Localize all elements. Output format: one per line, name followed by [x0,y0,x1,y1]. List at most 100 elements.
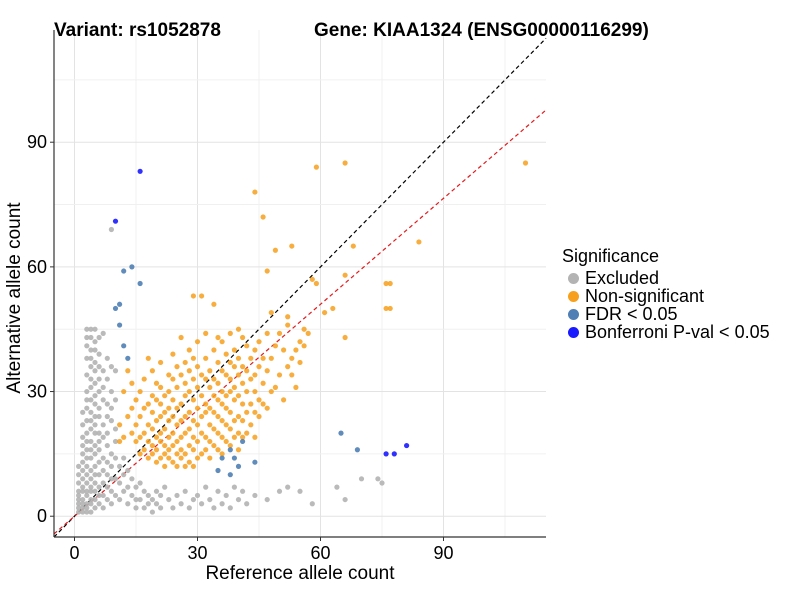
data-point [80,467,86,474]
data-point [293,384,299,390]
data-point [129,430,135,436]
data-point [104,472,110,478]
data-point [84,509,90,515]
data-point [92,442,98,449]
data-point [100,480,106,486]
data-point [223,492,229,499]
data-point [219,451,225,457]
data-point [92,326,98,332]
data-point [256,364,262,370]
data-point [194,405,201,411]
data-point [174,384,180,390]
data-point [342,272,348,278]
data-point [190,397,196,403]
data-point [100,397,106,403]
data-point [174,463,180,469]
data-point [121,343,127,349]
data-point [125,368,131,374]
data-point [170,430,176,436]
data-point [338,430,344,436]
y-tick-label: 0 [37,506,47,526]
data-point [80,505,86,511]
data-point [145,401,151,407]
legend-item: FDR < 0.05 [562,304,770,324]
data-point [272,343,278,349]
data-point [117,422,123,428]
data-point [112,397,119,403]
data-point [199,293,205,299]
data-point [92,451,98,457]
data-point [92,422,98,428]
data-point [199,501,205,507]
data-point [121,388,127,395]
data-point [158,492,164,499]
data-point [80,442,86,449]
data-point [272,384,278,390]
data-point [285,322,291,328]
data-point [80,451,86,457]
data-point [211,393,217,399]
data-point [84,463,90,469]
data-point [96,364,102,370]
data-point [227,330,233,336]
data-point [264,496,270,503]
data-point [215,488,221,494]
data-point [100,330,106,336]
data-point [240,401,246,407]
data-point [199,372,205,378]
data-point [215,467,221,474]
data-point [88,438,94,445]
data-point [264,405,270,411]
data-point [96,388,102,395]
data-point [227,388,233,395]
data-point [235,393,242,399]
identity-line [53,37,547,538]
data-point [207,384,213,390]
data-point [260,214,266,220]
data-point [100,505,106,511]
data-point [96,459,102,465]
data-point [301,343,307,349]
data-point [260,401,266,407]
data-point [112,438,119,445]
data-point [166,496,172,503]
data-point [219,501,225,507]
data-point [170,376,176,382]
data-point [240,434,246,440]
data-point [182,393,188,399]
gene-title: Gene: KIAA1324 (ENSG00000116299) [314,20,649,41]
data-point [112,426,119,432]
data-point [219,388,225,395]
data-point [108,226,114,233]
data-point [219,418,225,424]
data-point [141,405,147,411]
data-point [88,496,94,503]
data-point [104,401,110,407]
data-point [235,372,242,378]
data-point [281,397,287,403]
data-point [223,438,229,445]
data-point [186,368,192,374]
data-point [137,480,143,486]
data-point [297,339,303,345]
data-point [231,397,237,403]
data-point [358,476,365,482]
data-point [248,422,254,428]
data-point [416,239,422,245]
data-point [108,364,114,370]
data-point [137,413,143,420]
data-point [112,368,119,374]
data-point [104,459,110,465]
data-point [133,496,139,503]
data-point [244,343,250,349]
data-point [162,426,168,432]
data-point [84,455,90,461]
data-point [96,501,102,507]
data-point [301,326,307,332]
data-point [141,430,147,436]
data-point [178,372,184,378]
data-point [252,388,258,395]
data-point [223,351,229,357]
data-point [219,401,225,407]
data-point [235,430,242,436]
